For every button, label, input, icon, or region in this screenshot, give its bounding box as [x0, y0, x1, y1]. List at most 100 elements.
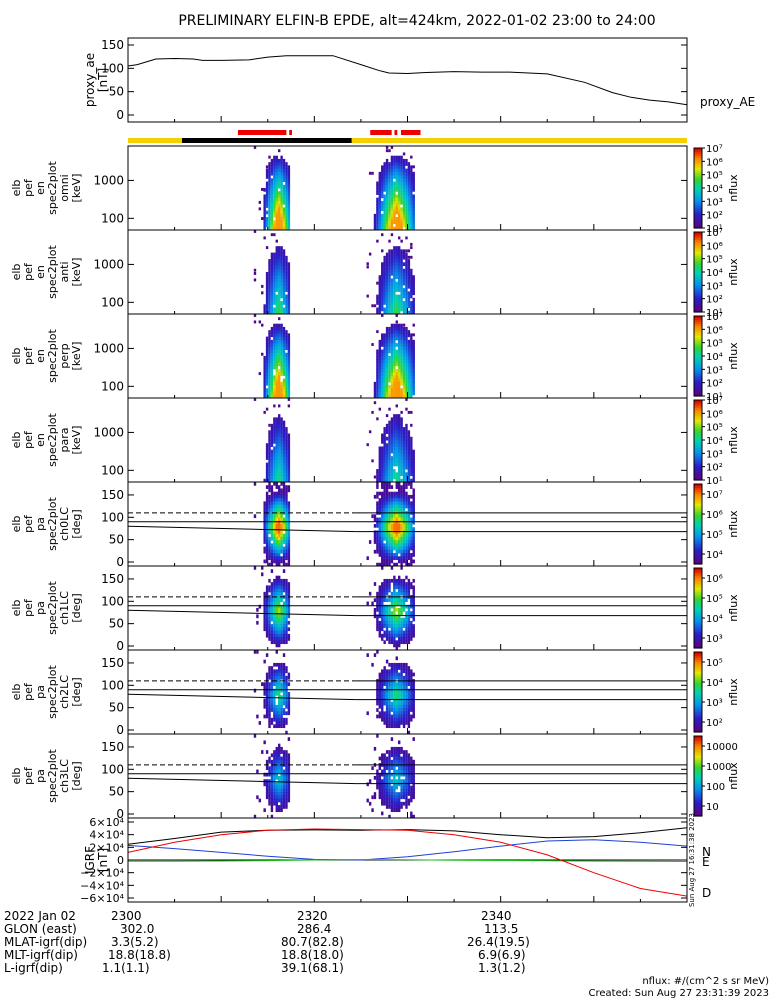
- pa_ch0-cell: [393, 507, 396, 512]
- spec_perp-cell: [285, 388, 288, 393]
- spec_para-cbar-cell: [694, 478, 702, 481]
- spec_anti-cell: [275, 284, 278, 289]
- spec_omni-cell: [393, 197, 396, 202]
- pa_ch2-cell: [410, 704, 413, 709]
- spec_anti-cell: [407, 259, 411, 263]
- spec_para-cell: [277, 446, 281, 451]
- spec_anti-cell: [385, 259, 389, 263]
- spec_para-cell: [407, 462, 411, 467]
- pa_ch2-cell: [407, 711, 411, 716]
- spec_perp-cell: [395, 391, 398, 396]
- spec_anti-cell: [270, 252, 274, 257]
- pa_ch0-cell: [397, 559, 401, 564]
- pa_ch2-cell: [287, 682, 291, 687]
- pa_ch3-cell: [395, 801, 398, 806]
- spec_para-cell: [385, 462, 389, 467]
- pa_ch2-cell: [282, 685, 286, 690]
- spec_perp-cell: [287, 333, 291, 338]
- pa_ch1-cell: [282, 585, 286, 590]
- pa_ch0-cell: [393, 562, 396, 567]
- pa_ch2-cell: [268, 688, 271, 693]
- pa_ch2-cell: [410, 669, 413, 674]
- pa_ch0-cell: [273, 491, 276, 496]
- pa_ch1-cell: [287, 614, 291, 619]
- spec_perp-cell: [385, 388, 389, 393]
- spec_anti-cell: [378, 304, 382, 309]
- spec_anti-cell: [381, 262, 384, 267]
- pa_ch0-cell: [390, 527, 394, 531]
- spec_omni-cell: [393, 210, 396, 215]
- pa_ch1-cell: [388, 585, 391, 590]
- pa_ch0-cell: [270, 494, 274, 499]
- spec_anti-cell: [390, 294, 394, 299]
- spec_anti-cell: [407, 255, 411, 259]
- spec_anti-cbar-cell: [694, 236, 702, 239]
- spec_omni-cell: [280, 220, 283, 225]
- spec_perp-cbar-cell: [694, 348, 702, 351]
- pa_ch3-cell: [410, 811, 413, 816]
- pa_ch2-cell: [412, 688, 415, 693]
- pa_ch1-cell: [273, 620, 276, 625]
- pa_ch3-cell: [275, 756, 278, 761]
- spec_omni-cell: [407, 220, 411, 225]
- pa_ch0-cell: [388, 498, 391, 502]
- pa_ch1-cbar-cell: [694, 606, 702, 609]
- pa_ch1-cell: [263, 614, 266, 619]
- spec_omni-cell: [383, 223, 386, 228]
- pa_ch3-cell: [256, 795, 259, 800]
- spec_perp-cell: [405, 356, 408, 360]
- spec_para-cell: [270, 465, 274, 470]
- spec_para-cell: [287, 472, 291, 477]
- pa_ch1-cell: [383, 624, 386, 628]
- pa_ch2-cell: [385, 714, 389, 719]
- spec_perp-cell: [378, 339, 382, 344]
- spec_anti-cell: [390, 288, 394, 292]
- spec_omni-cell: [383, 162, 386, 166]
- spec_perp-cell: [280, 323, 283, 328]
- pa_ch0-cell: [285, 543, 288, 548]
- pa_ch3-cbar-cell: [694, 810, 702, 813]
- pa_ch0-cell: [395, 517, 398, 522]
- pa_ch0-cell: [393, 527, 396, 531]
- spec_para-cell: [268, 449, 271, 454]
- spec_para-cell: [285, 446, 288, 451]
- pa_ch1-cell: [395, 646, 398, 651]
- spec_perp-cell: [402, 336, 406, 341]
- pa_ch1-cell: [385, 604, 389, 609]
- pa_ch0-cell: [412, 494, 415, 499]
- spec_anti-cell: [402, 294, 406, 299]
- pa_ch0-ylabel: elb: [10, 516, 23, 533]
- pa_ch1-cell: [261, 566, 264, 570]
- spec_omni-cell: [395, 175, 398, 179]
- pa_ch0-cell: [270, 546, 274, 551]
- spec_omni-cell: [402, 200, 406, 205]
- spec_perp-cell: [280, 385, 283, 389]
- pa_ch0-cell: [405, 527, 408, 531]
- spec_omni-cell: [373, 220, 377, 225]
- spec_anti-cell: [277, 288, 281, 292]
- pa_ch1-cell: [393, 601, 396, 606]
- pa_ch1-cbar-cell: [694, 628, 702, 631]
- pa_ch0-cell: [378, 517, 382, 522]
- pa_ch3-cell: [393, 750, 396, 754]
- pa_ch1-cell: [275, 575, 278, 580]
- spec_perp-cell: [378, 378, 382, 383]
- spec_anti-cbar-cell: [694, 234, 702, 237]
- pa_ch3-cell: [402, 766, 406, 771]
- spec_anti-cell: [410, 246, 413, 250]
- spec_perp-cell: [285, 378, 288, 383]
- spec_perp-cell: [378, 343, 382, 347]
- pa_ch0-cell: [405, 540, 408, 544]
- pa_ch1-cell: [265, 585, 269, 590]
- spec_perp-cell: [405, 359, 408, 363]
- spec_perp-cell: [277, 330, 281, 334]
- pa_ch0-cbar-cell: [694, 494, 702, 497]
- spec_omni-cell: [412, 226, 415, 231]
- pa_ch0-cell: [273, 507, 276, 512]
- pa_ch2-cell: [412, 695, 415, 699]
- spec_para-cell: [282, 420, 286, 425]
- pa_ch2-cell: [376, 682, 379, 687]
- pa_ch2-cell: [265, 692, 269, 696]
- spec_omni-cell: [390, 226, 394, 231]
- pa_ch3-cell: [285, 766, 288, 771]
